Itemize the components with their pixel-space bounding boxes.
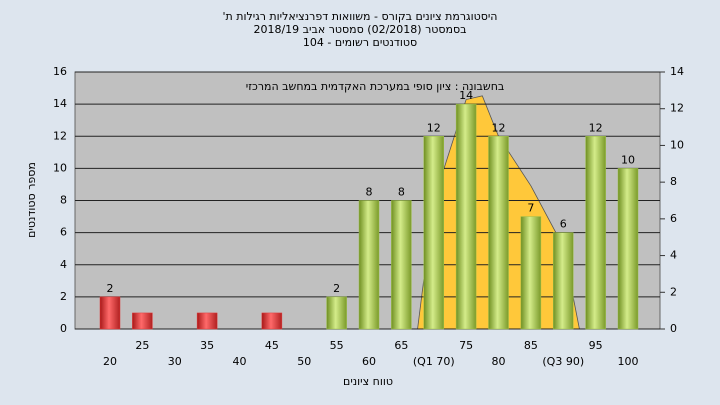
- bar: [99, 296, 121, 330]
- data-label: 6: [560, 218, 567, 231]
- bar: [520, 216, 542, 330]
- y-tick-label: 2: [60, 290, 67, 303]
- y2-tick-label: 6: [670, 212, 677, 225]
- y-tick-label: 10: [53, 161, 67, 174]
- y-tick-label: 4: [60, 258, 67, 271]
- y2-tick-label: 12: [670, 102, 684, 115]
- chart-title: היסטוגרמת ציונים בקורס - משוואות דפרנציא…: [223, 10, 498, 23]
- data-label: 14: [459, 89, 473, 102]
- chart-subtitle: בסמסטר (02/2018) סמסטר אביב 2018/19: [253, 23, 466, 36]
- bar: [585, 136, 606, 330]
- y2-tick-label: 8: [670, 175, 677, 188]
- x-tick-label: 50: [297, 355, 311, 368]
- bar: [455, 103, 477, 330]
- y-tick-label: 12: [53, 129, 67, 142]
- bar: [553, 232, 574, 330]
- x-tick-label: (Q1 70): [413, 355, 455, 368]
- y-axis-label: מספר סטודנטים: [25, 162, 38, 238]
- y2-tick-label: 14: [670, 65, 684, 78]
- y2-tick-label: 0: [670, 322, 677, 335]
- x-tick-label: 40: [233, 355, 247, 368]
- bar: [326, 296, 347, 330]
- bar: [617, 168, 639, 330]
- x-tick-label: 20: [103, 355, 117, 368]
- bar: [391, 200, 412, 330]
- annotation: בחשבונה : ציון סופי במערכת האקדמית במחשב…: [246, 80, 505, 93]
- y-tick-label: 6: [60, 226, 67, 239]
- y-tick-label: 0: [60, 322, 67, 335]
- y-tick-label: 8: [60, 194, 67, 207]
- x-tick-label: 45: [265, 339, 279, 352]
- x-tick-label: 100: [618, 355, 639, 368]
- data-label: 7: [527, 202, 534, 215]
- y-tick-label: 16: [53, 65, 67, 78]
- data-label: 10: [621, 153, 635, 166]
- x-tick-label: 95: [589, 339, 603, 352]
- x-tick-label: 25: [135, 339, 149, 352]
- data-label: 2: [107, 282, 114, 295]
- bar: [488, 136, 509, 330]
- y2-tick-label: 4: [670, 249, 677, 262]
- x-tick-label: 75: [459, 339, 473, 352]
- data-label: 12: [427, 121, 441, 134]
- data-label: 8: [398, 186, 405, 199]
- x-tick-label: 60: [362, 355, 376, 368]
- y2-tick-label: 10: [670, 138, 684, 151]
- x-tick-label: 65: [394, 339, 408, 352]
- data-label: 2: [333, 282, 340, 295]
- x-tick-label: (Q3 90): [542, 355, 584, 368]
- bar: [196, 312, 218, 330]
- data-label: 8: [366, 186, 373, 199]
- x-tick-label: 35: [200, 339, 214, 352]
- x-tick-label: 30: [168, 355, 182, 368]
- y-tick-label: 14: [53, 97, 67, 110]
- bar: [358, 200, 380, 330]
- data-label: 12: [589, 121, 603, 134]
- x-tick-label: 85: [524, 339, 538, 352]
- data-label: 12: [492, 121, 506, 134]
- x-tick-label: 55: [330, 339, 344, 352]
- bar: [423, 136, 444, 330]
- x-axis-label: טווח ציונים: [343, 375, 393, 388]
- bar: [132, 312, 153, 330]
- chart-subtitle: סטודנטים רשומים - 104: [303, 36, 417, 49]
- y2-tick-label: 2: [670, 285, 677, 298]
- bar: [261, 312, 283, 330]
- x-tick-label: 80: [492, 355, 506, 368]
